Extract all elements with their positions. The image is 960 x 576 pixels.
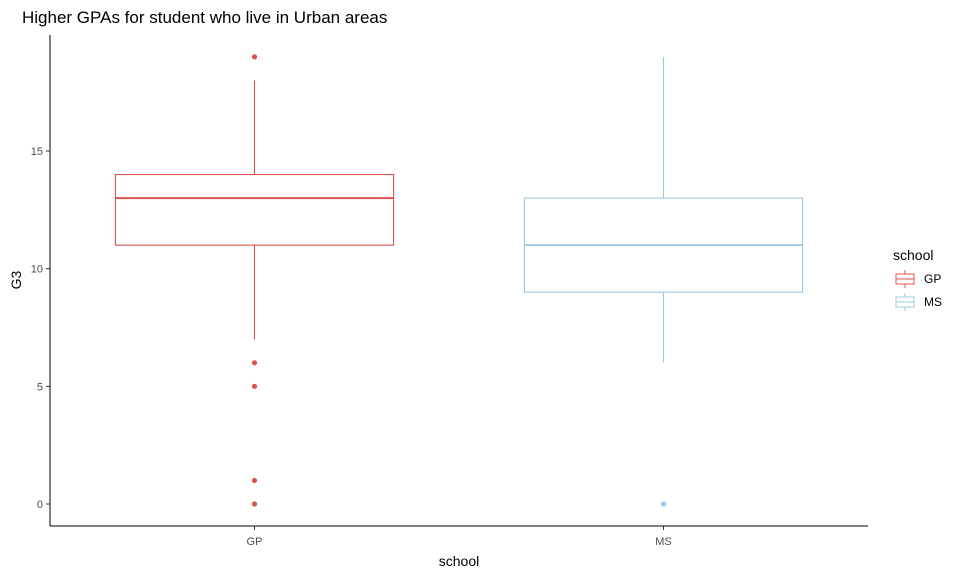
x-tick-label: GP bbox=[247, 536, 263, 548]
outlier-point bbox=[251, 54, 258, 60]
outlier-point bbox=[251, 477, 258, 484]
y-tick-label: 15 bbox=[31, 146, 43, 158]
chart-title: Higher GPAs for student who live in Urba… bbox=[22, 8, 387, 27]
legend-key-ms bbox=[895, 293, 915, 311]
outlier-point bbox=[660, 501, 667, 507]
y-axis-ticks: 0 5 10 15 bbox=[31, 146, 50, 511]
y-tick-label: 10 bbox=[31, 264, 43, 276]
x-tick-label: MS bbox=[655, 536, 672, 548]
legend-key-gp bbox=[895, 270, 915, 288]
legend-label-ms: MS bbox=[924, 295, 942, 309]
legend-title: school bbox=[893, 247, 933, 263]
y-tick-label: 5 bbox=[37, 381, 43, 393]
outlier-point bbox=[251, 501, 258, 507]
outlier-point bbox=[251, 360, 258, 366]
plot-area bbox=[114, 54, 804, 507]
box-gp bbox=[114, 54, 395, 507]
legend: school GP MS bbox=[893, 247, 942, 311]
x-axis-ticks: GP MS bbox=[247, 526, 672, 548]
x-axis-title: school bbox=[439, 553, 479, 569]
outlier-point bbox=[251, 383, 258, 389]
legend-label-gp: GP bbox=[924, 272, 941, 286]
iqr-box bbox=[114, 173, 395, 246]
y-tick-label: 0 bbox=[37, 499, 43, 511]
y-axis-title: G3 bbox=[8, 270, 24, 289]
box-ms bbox=[523, 56, 804, 507]
